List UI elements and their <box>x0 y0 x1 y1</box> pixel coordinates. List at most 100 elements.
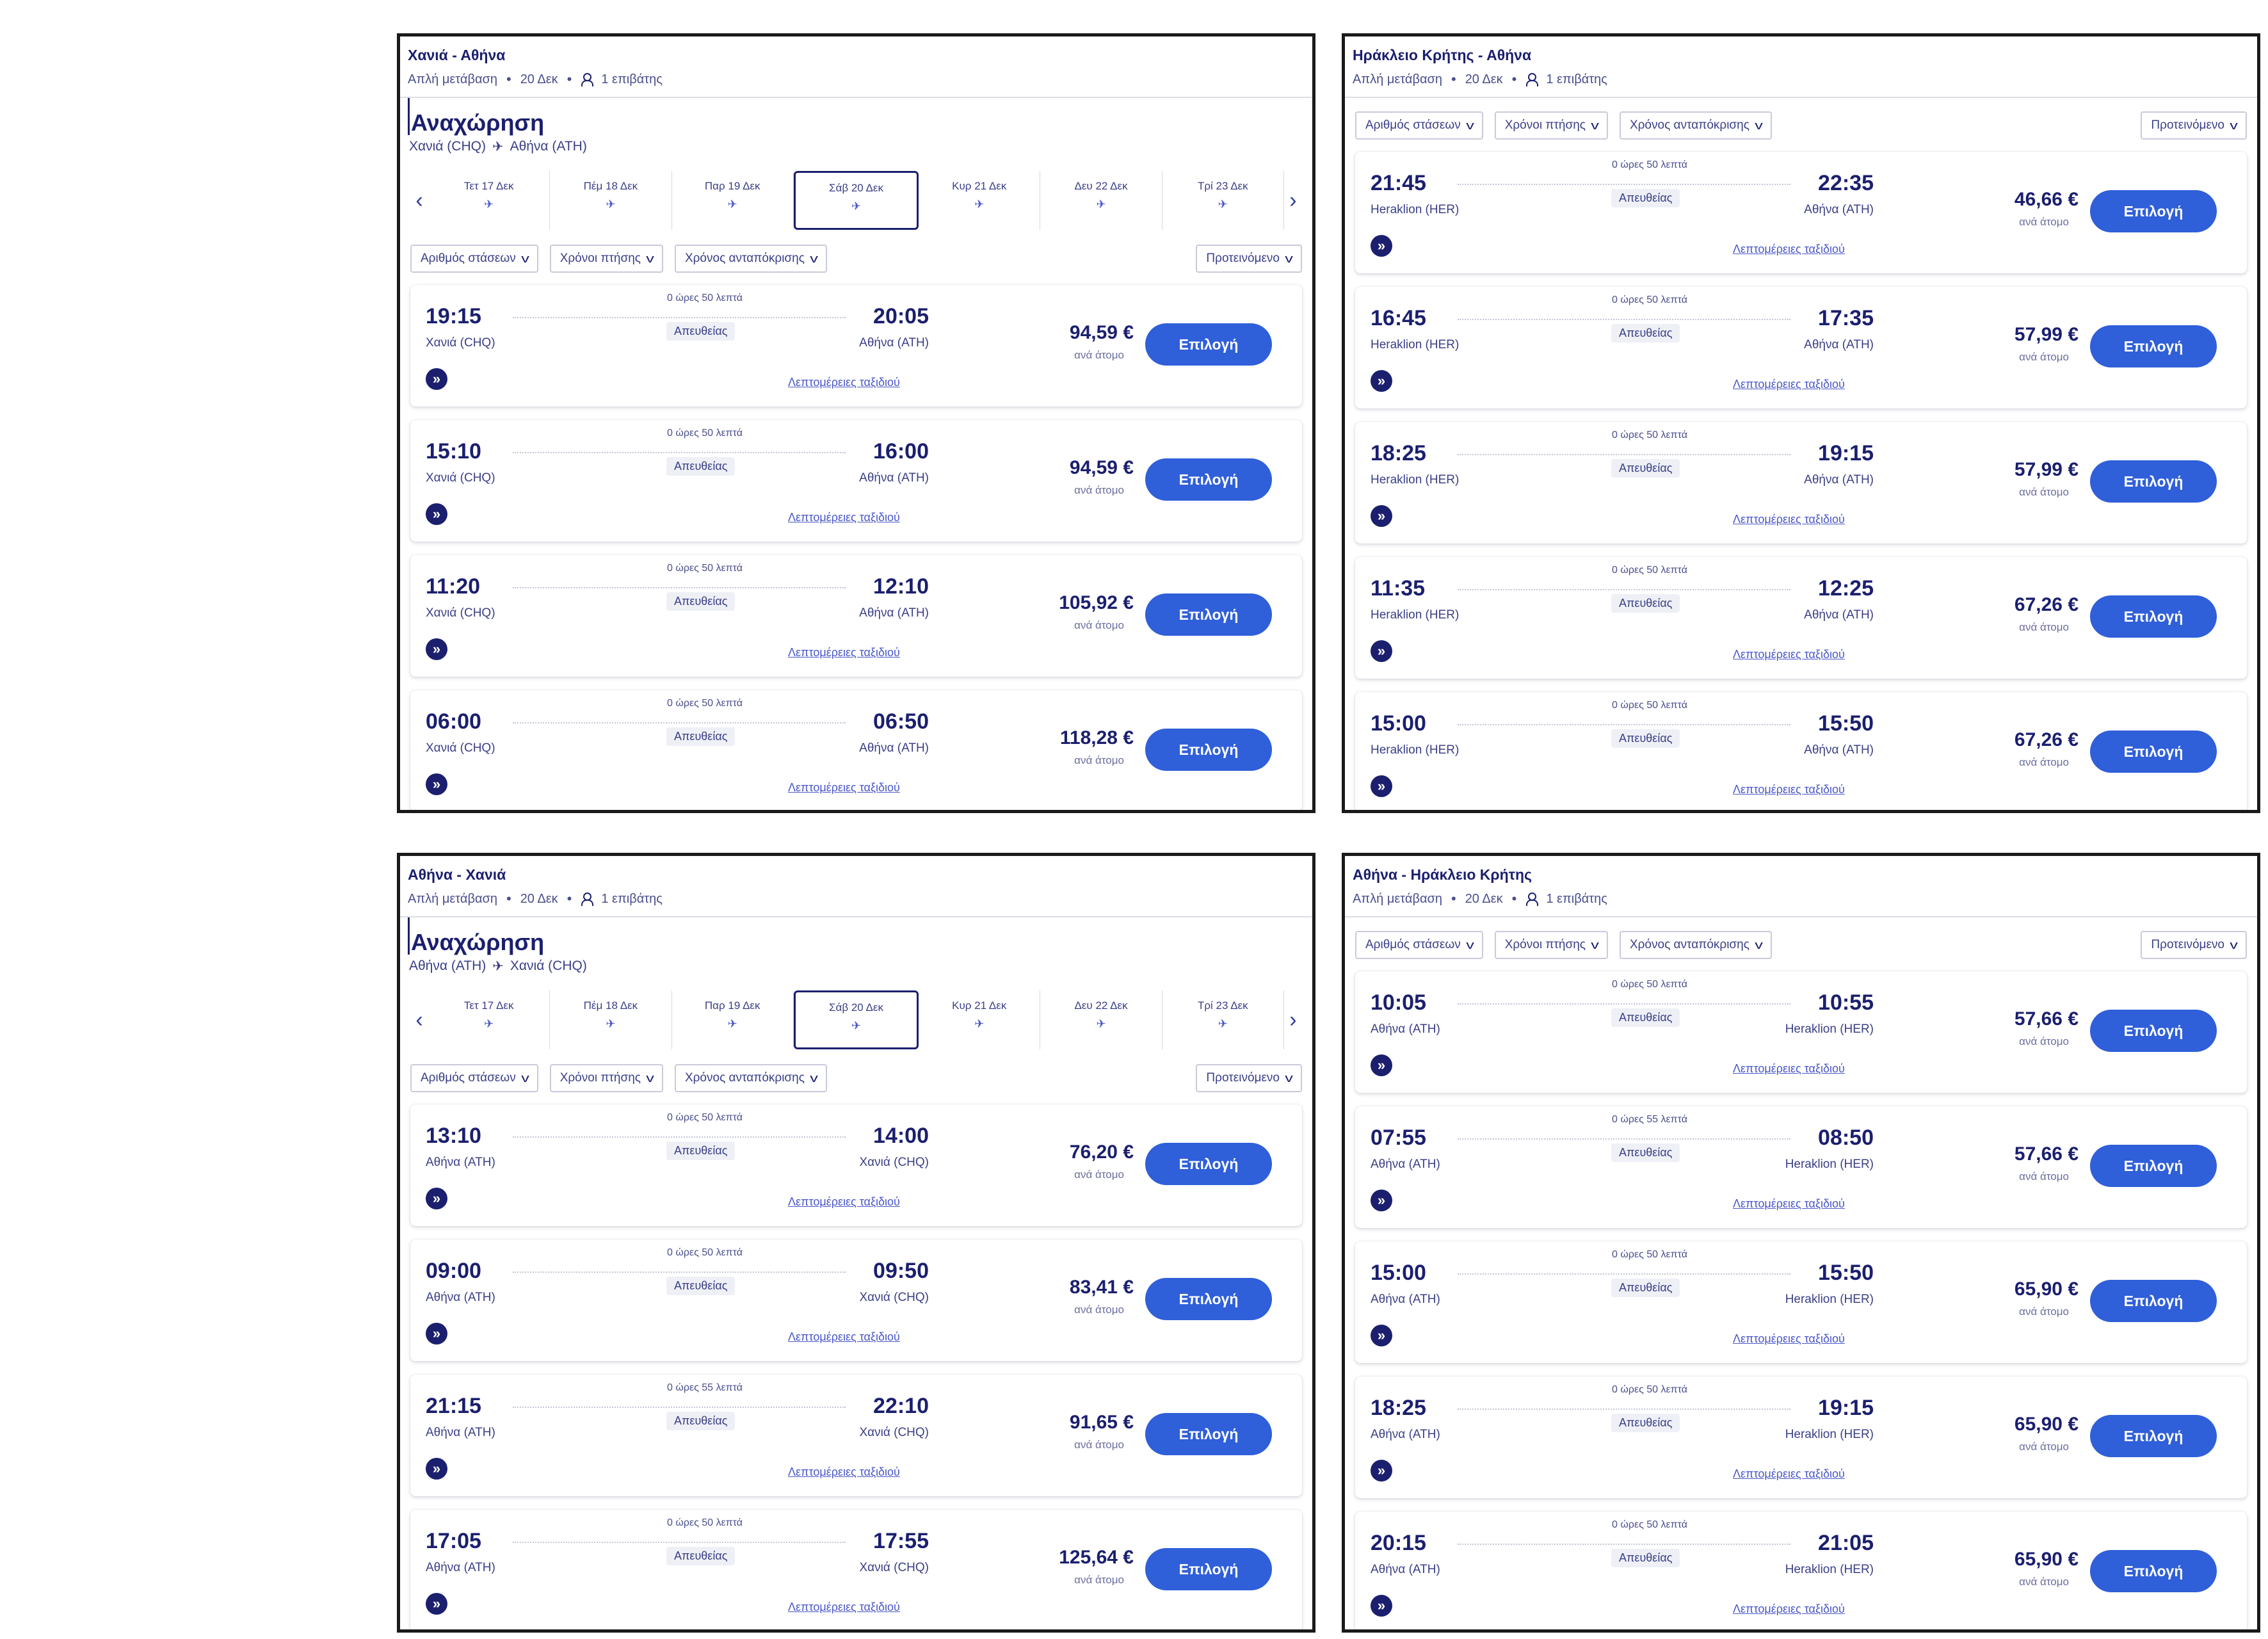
date-option[interactable]: Παρ 19 Δεκ ✈ <box>672 990 794 1049</box>
sort-dropdown[interactable]: Προτεινόμενο v <box>2141 931 2247 959</box>
trip-details-link[interactable]: Λεπτομέρειες ταξιδιού <box>1733 1332 1845 1345</box>
departure-time: 19:15 <box>426 304 481 328</box>
select-button[interactable]: Επιλογή <box>2090 1145 2217 1187</box>
chevron-right-icon[interactable]: › <box>1289 1007 1297 1032</box>
flight-card[interactable]: 11:35 Heraklion (HER) 0 ώρες 50 λεπτά Απευθ… <box>1355 557 2247 679</box>
trip-details-link[interactable]: Λεπτομέρειες ταξιδιού <box>788 511 900 524</box>
flight-times-filter[interactable]: Χρόνοι πτήσης v <box>1494 111 1608 140</box>
select-button[interactable]: Επιλογή <box>1145 593 1272 636</box>
trip-details-link[interactable]: Λεπτομέρειες ταξιδιού <box>788 376 900 389</box>
flight-times-filter[interactable]: Χρόνοι πτήσης v <box>1494 931 1608 959</box>
chevron-left-icon[interactable]: ‹ <box>415 1007 423 1032</box>
flight-card[interactable]: 16:45 Heraklion (HER) 0 ώρες 50 λεπτά Απευθ… <box>1355 287 2247 408</box>
stops-filter[interactable]: Αριθμός στάσεων v <box>1355 111 1483 140</box>
date-option[interactable]: Τρί 23 Δεκ ✈ <box>1162 171 1284 230</box>
flight-card[interactable]: 15:00 Αθήνα (ATH) 0 ώρες 50 λεπτά Απευθείας… <box>1355 1241 2247 1363</box>
trip-details-link[interactable]: Λεπτομέρειες ταξιδιού <box>1733 1467 1845 1480</box>
trip-details-link[interactable]: Λεπτομέρειες ταξιδιού <box>788 646 900 659</box>
departure-time: 06:00 <box>426 709 481 734</box>
trip-details-link[interactable]: Λεπτομέρειες ταξιδιού <box>1733 243 1845 255</box>
date-option[interactable]: Κυρ 21 Δεκ ✈ <box>919 171 1041 230</box>
trip-details-link[interactable]: Λεπτομέρειες ταξιδιού <box>788 1195 900 1208</box>
date-option-selected[interactable]: Σάβ 20 Δεκ ✈ <box>793 990 919 1049</box>
sort-dropdown[interactable]: Προτεινόμενο v <box>2141 111 2247 140</box>
select-button[interactable]: Επιλογή <box>2090 1010 2217 1052</box>
select-button[interactable]: Επιλογή <box>1145 1143 1272 1185</box>
date-option[interactable]: Κυρ 21 Δεκ ✈ <box>919 990 1041 1049</box>
select-button[interactable]: Επιλογή <box>2090 1550 2217 1592</box>
trip-details-link[interactable]: Λεπτομέρειες ταξιδιού <box>788 781 900 794</box>
date-option[interactable]: Παρ 19 Δεκ ✈ <box>672 171 794 230</box>
date-label: Τρί 23 Δεκ <box>1197 180 1248 192</box>
date-option-selected[interactable]: Σάβ 20 Δεκ ✈ <box>793 171 919 230</box>
flight-card[interactable]: 06:00 Χανιά (CHQ) 0 ώρες 50 λεπτά Απευθείας… <box>410 690 1302 810</box>
per-person-label: ανά άτομο <box>1074 484 1124 496</box>
select-button[interactable]: Επιλογή <box>1145 729 1272 771</box>
chevron-down-icon: v <box>2230 938 2238 951</box>
select-button[interactable]: Επιλογή <box>2090 190 2217 232</box>
date-option[interactable]: Δευ 22 Δεκ ✈ <box>1040 990 1162 1049</box>
flight-card[interactable]: 15:10 Χανιά (CHQ) 0 ώρες 50 λεπτά Απευθείας… <box>410 420 1302 542</box>
select-button[interactable]: Επιλογή <box>1145 1278 1272 1320</box>
trip-details-link[interactable]: Λεπτομέρειες ταξιδιού <box>788 1330 900 1343</box>
select-button[interactable]: Επιλογή <box>1145 1548 1272 1590</box>
select-button[interactable]: Επιλογή <box>1145 1413 1272 1455</box>
date-option[interactable]: Τρί 23 Δεκ ✈ <box>1162 990 1284 1049</box>
sort-dropdown[interactable]: Προτεινόμενο v <box>1196 245 1302 273</box>
trip-details-link[interactable]: Λεπτομέρειες ταξιδιού <box>1733 648 1845 661</box>
date-option[interactable]: Τετ 17 Δεκ ✈ <box>428 171 551 230</box>
chevron-left-icon[interactable]: ‹ <box>415 188 423 213</box>
flight-card[interactable]: 07:55 Αθήνα (ATH) 0 ώρες 55 λεπτά Απευθείας… <box>1355 1106 2247 1228</box>
stops-filter[interactable]: Αριθμός στάσεων v <box>410 245 538 273</box>
response-time-filter[interactable]: Χρόνος ανταπόκρισης v <box>674 1064 827 1092</box>
trip-details-link[interactable]: Λεπτομέρειες ταξιδιού <box>1733 783 1845 796</box>
date-option[interactable]: Πέμ 18 Δεκ ✈ <box>550 990 672 1049</box>
response-time-filter[interactable]: Χρόνος ανταπόκρισης v <box>1619 931 1772 959</box>
response-time-filter[interactable]: Χρόνος ανταπόκρισης v <box>1619 111 1772 140</box>
select-button[interactable]: Επιλογή <box>2090 595 2217 638</box>
select-button[interactable]: Επιλογή <box>1145 323 1272 366</box>
date-option[interactable]: Πέμ 18 Δεκ ✈ <box>550 171 672 230</box>
flight-card[interactable]: 10:05 Αθήνα (ATH) 0 ώρες 50 λεπτά Απευθείας… <box>1355 971 2247 1093</box>
flight-card[interactable]: 17:05 Αθήνα (ATH) 0 ώρες 50 λεπτά Απευθείας… <box>410 1510 1302 1629</box>
flight-card[interactable]: 18:25 Αθήνα (ATH) 0 ώρες 50 λεπτά Απευθείας… <box>1355 1377 2247 1498</box>
stops-filter[interactable]: Αριθμός στάσεων v <box>1355 931 1483 959</box>
chevron-right-icon[interactable]: › <box>1289 188 1297 213</box>
stops-filter[interactable]: Αριθμός στάσεων v <box>410 1064 538 1092</box>
trip-details-link[interactable]: Λεπτομέρειες ταξιδιού <box>788 1601 900 1613</box>
flight-card[interactable]: 15:00 Heraklion (HER) 0 ώρες 50 λεπτά Απευθ… <box>1355 692 2247 810</box>
flight-times-filter[interactable]: Χρόνοι πτήσης v <box>549 245 663 273</box>
sort-dropdown[interactable]: Προτεινόμενο v <box>1196 1064 1302 1092</box>
select-button[interactable]: Επιλογή <box>2090 325 2217 367</box>
flight-card[interactable]: 19:15 Χανιά (CHQ) 0 ώρες 50 λεπτά Απευθείας… <box>410 285 1302 407</box>
select-button[interactable]: Επιλογή <box>2090 731 2217 773</box>
select-button[interactable]: Επιλογή <box>2090 460 2217 503</box>
flight-card[interactable]: 13:10 Αθήνα (ATH) 0 ώρες 50 λεπτά Απευθείας… <box>410 1104 1302 1226</box>
per-person-label: ανά άτομο <box>1074 1439 1124 1451</box>
flight-card[interactable]: 18:25 Heraklion (HER) 0 ώρες 50 λεπτά Απευθ… <box>1355 422 2247 544</box>
trip-details-link[interactable]: Λεπτομέρειες ταξιδιού <box>1733 1603 1845 1615</box>
trip-details-link[interactable]: Λεπτομέρειες ταξιδιού <box>788 1465 900 1478</box>
select-button[interactable]: Επιλογή <box>2090 1280 2217 1322</box>
response-time-filter[interactable]: Χρόνος ανταπόκρισης v <box>674 245 827 273</box>
date-option[interactable]: Τετ 17 Δεκ ✈ <box>428 990 551 1049</box>
flight-card[interactable]: 21:45 Heraklion (HER) 0 ώρες 50 λεπτά Απευθ… <box>1355 152 2247 273</box>
flight-times-filter[interactable]: Χρόνοι πτήσης v <box>549 1064 663 1092</box>
select-button[interactable]: Επιλογή <box>1145 458 1272 501</box>
filter-bar: Αριθμός στάσεων v Χρόνοι πτήσης v Χρόνος α… <box>410 1063 1302 1093</box>
flight-card[interactable]: 11:20 Χανιά (CHQ) 0 ώρες 50 λεπτά Απευθείας… <box>410 555 1302 677</box>
flight-duration: 0 ώρες 50 λεπτά <box>667 563 743 574</box>
select-button[interactable]: Επιλογή <box>2090 1415 2217 1457</box>
flight-card[interactable]: 20:15 Αθήνα (ATH) 0 ώρες 50 λεπτά Απευθείας… <box>1355 1512 2247 1629</box>
departure-airport: Αθήνα (ATH) <box>1371 1158 1440 1171</box>
flight-card[interactable]: 21:15 Αθήνα (ATH) 0 ώρες 55 λεπτά Απευθείας… <box>410 1375 1302 1496</box>
date-option[interactable]: Δευ 22 Δεκ ✈ <box>1040 171 1162 230</box>
departure-airport: Χανιά (CHQ) <box>426 471 495 485</box>
trip-details-link[interactable]: Λεπτομέρειες ταξιδιού <box>1733 1197 1845 1210</box>
trip-details-link[interactable]: Λεπτομέρειες ταξιδιού <box>1733 378 1845 391</box>
flight-card[interactable]: 09:00 Αθήνα (ATH) 0 ώρες 50 λεπτά Απευθείας… <box>410 1239 1302 1361</box>
trip-details-link[interactable]: Λεπτομέρειες ταξιδιού <box>1733 1062 1845 1075</box>
price: 57,66 € <box>2014 1143 2079 1165</box>
trip-details-link[interactable]: Λεπτομέρειες ταξιδιού <box>1733 513 1845 526</box>
arrival-time: 15:50 <box>1818 711 1874 736</box>
